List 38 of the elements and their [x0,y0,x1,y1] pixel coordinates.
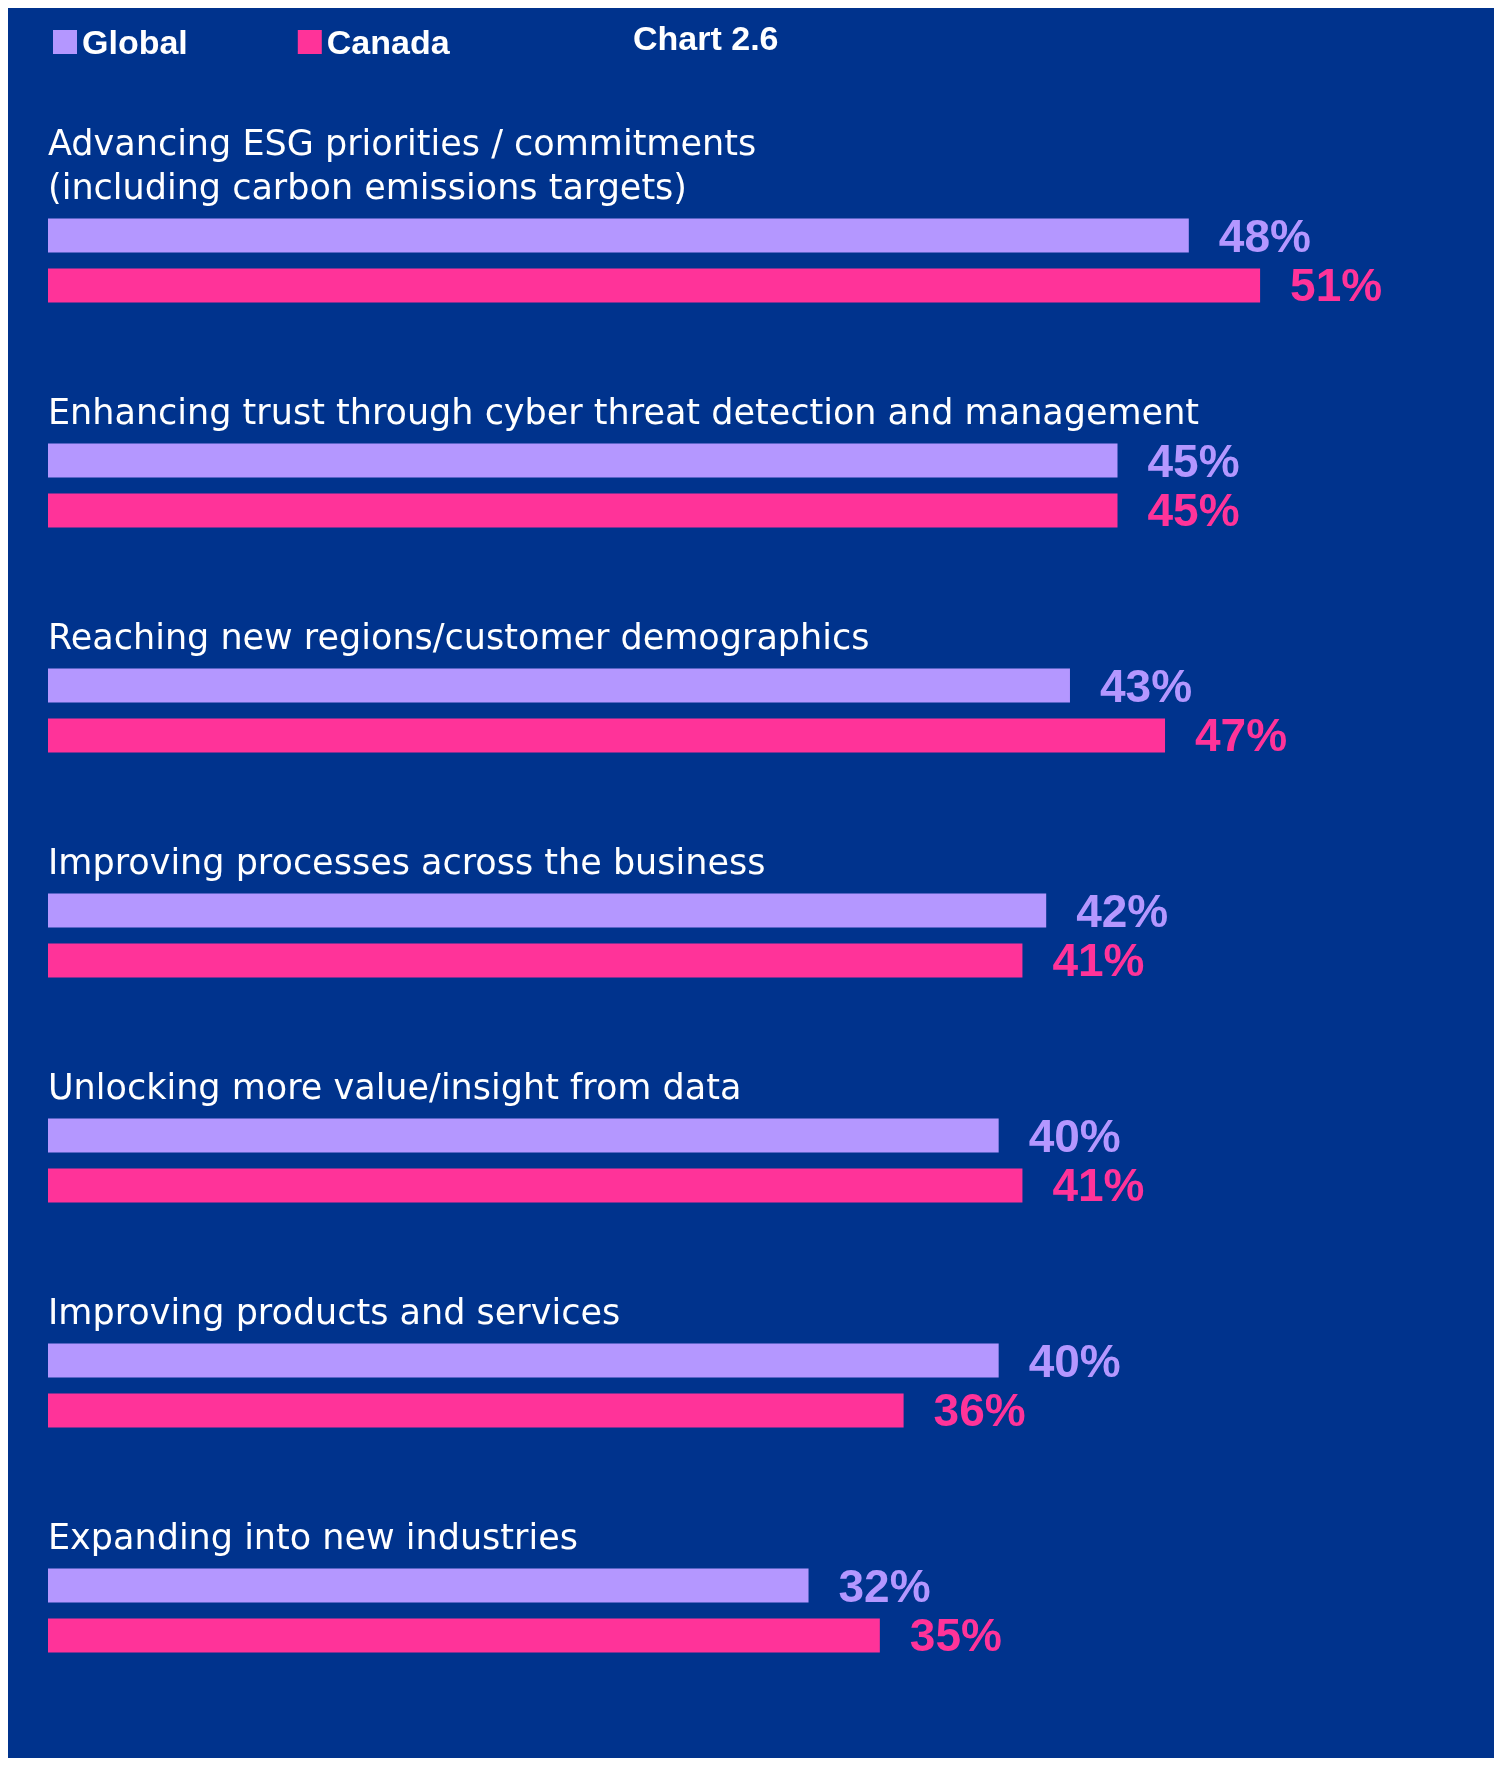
y-tick-label: Improving products and services [48,1291,621,1332]
bar [48,1568,809,1603]
y-tick-label: Unlocking more value/insight from data [48,1066,742,1107]
data-label: 36% [933,1384,1026,1437]
bar [48,1168,1023,1203]
bar [48,1393,904,1428]
chart-title: Chart 2.6 [633,19,779,57]
data-label: 41% [1052,934,1145,987]
bar [48,943,1023,978]
bar [48,268,1261,303]
legend-label: Global [82,23,188,61]
y-tick-label: Improving processes across the business [48,841,766,882]
data-label: 47% [1195,709,1288,762]
data-label: 41% [1052,1159,1145,1212]
data-label: 42% [1076,884,1169,937]
bar [48,668,1070,703]
legend-label: Canada [326,23,451,61]
bar [48,1618,880,1653]
bar [48,443,1118,478]
data-label: 40% [1028,1109,1121,1162]
y-tick-label: Enhancing trust through cyber threat detection and management [48,391,1200,432]
y-tick-label: Reaching new regions/customer demographics [48,616,870,657]
data-label: 32% [838,1559,931,1612]
data-label: 40% [1028,1334,1121,1387]
data-label: 45% [1147,434,1240,487]
y-tick-label: Expanding into new industries [48,1516,578,1557]
data-label: 45% [1147,484,1240,537]
data-label: 43% [1099,659,1193,712]
data-label: 35% [909,1609,1002,1662]
bar [48,493,1118,528]
bar [48,1118,999,1153]
bar [48,218,1189,253]
y-tick-label: Advancing ESG priorities / commitments (including carbon emissions targets) [48,122,757,207]
data-label: 48% [1218,209,1311,262]
bar [48,718,1166,753]
bar [48,893,1047,928]
bar [48,1343,999,1378]
data-label: 51% [1290,259,1383,312]
